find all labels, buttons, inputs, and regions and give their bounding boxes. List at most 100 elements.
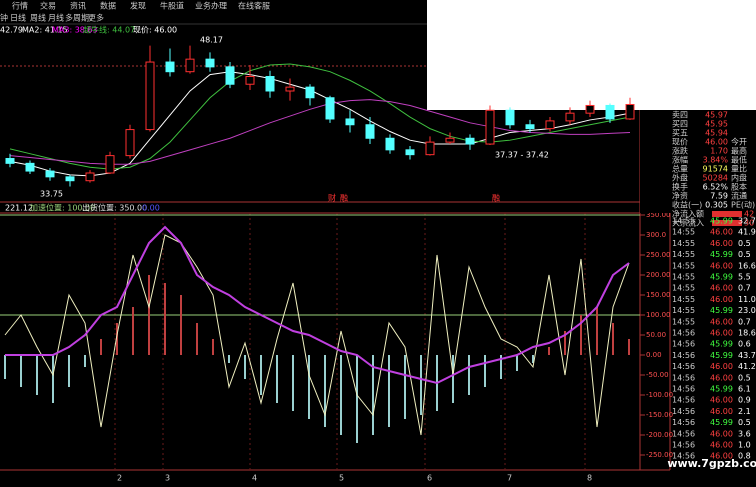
flow-label: 净流入额 — [672, 209, 704, 219]
trade-volume: 41.2 — [738, 362, 756, 371]
trade-time: 14:56 — [672, 441, 695, 450]
quote-value: 45.97 — [705, 111, 728, 120]
menu-item[interactable]: 交易 — [40, 1, 56, 11]
period-tab[interactable]: 日线 — [10, 13, 26, 23]
candle-body — [545, 120, 555, 130]
quote-label: 流通 — [731, 191, 747, 201]
period-label: 5 — [339, 474, 344, 483]
trade-time: 14:56 — [672, 452, 695, 461]
histogram-bar — [180, 295, 182, 355]
period-tab[interactable]: 更多 — [88, 13, 104, 23]
candle-body — [585, 104, 595, 114]
menu-item[interactable]: 行情 — [12, 1, 28, 11]
annotation: 财 — [328, 193, 336, 203]
quote-label: 换手 — [672, 182, 688, 192]
trade-volume: 0.8 — [738, 452, 751, 461]
quote-label: 内盘 — [731, 173, 747, 183]
candle-body — [525, 124, 535, 130]
period-label: 7 — [507, 474, 512, 483]
trade-volume: 0.5 — [738, 418, 751, 427]
y-tick-label: -150.00 — [646, 411, 673, 419]
histogram-bar — [372, 355, 374, 435]
candle-body — [105, 155, 115, 174]
period-label: 4 — [252, 474, 257, 483]
menu-item[interactable]: 资讯 — [70, 1, 86, 11]
quote-label: 外盘 — [672, 173, 688, 183]
watermark: www.7gpzb.com — [667, 457, 756, 470]
trade-price: 46.00 — [710, 317, 733, 326]
trade-volume: 32.7 — [738, 217, 756, 226]
quote-label: 卖四 — [672, 111, 688, 120]
menu-item[interactable]: 在线客服 — [238, 1, 270, 11]
quote-value: 0.305 — [705, 201, 728, 210]
period-tab[interactable]: 月线 — [48, 13, 64, 23]
quote-value: 45.94 — [705, 129, 728, 138]
histogram-bar — [500, 355, 502, 379]
candle-body — [5, 158, 15, 164]
period-tab[interactable]: 钟 — [0, 13, 8, 23]
histogram-bar — [292, 355, 294, 411]
menu-item[interactable]: 牛股道 — [160, 1, 184, 11]
quote-label: 今开 — [731, 137, 747, 147]
quote-label: PE(动) — [731, 200, 755, 210]
trade-volume: 6.1 — [738, 385, 751, 394]
trade-price: 45.99 — [710, 385, 733, 394]
trade-volume: 5.5 — [738, 273, 751, 282]
trade-volume: 0.6 — [738, 340, 751, 349]
quote-value: 45.95 — [705, 120, 728, 129]
histogram-bar — [612, 323, 614, 355]
candle-body — [305, 86, 315, 99]
candle-body — [225, 66, 235, 85]
candle-body — [325, 97, 335, 120]
period-label: 2 — [117, 474, 122, 483]
quote-label: 买五 — [672, 129, 688, 138]
trade-volume: 11.0 — [738, 295, 756, 304]
histogram-bar — [132, 307, 134, 355]
y-tick-label: 250.00 — [646, 251, 671, 259]
trade-volume: 41.9 — [738, 228, 756, 237]
candle-body — [385, 137, 395, 151]
y-tick-label: 200.00 — [646, 271, 671, 279]
histogram-bar — [404, 355, 406, 419]
histogram-bar — [100, 339, 102, 355]
menu-item[interactable]: 业务办理 — [195, 1, 227, 11]
annotation: 48.17 — [200, 36, 223, 45]
legend-text: MA2: 41.15 — [22, 26, 68, 35]
trade-volume: 0.5 — [738, 250, 751, 259]
period-tab[interactable]: 多周期 — [65, 13, 89, 23]
y-tick-label: 0.00 — [646, 351, 662, 359]
flow-bar — [712, 220, 742, 226]
period-tab[interactable]: 周线 — [30, 13, 46, 23]
candle-body — [65, 176, 75, 182]
annotation: 融 — [340, 193, 348, 203]
y-tick-label: 300.0 — [646, 231, 666, 239]
histogram-bar — [148, 275, 150, 355]
trade-price: 45.99 — [710, 351, 733, 360]
menu-item[interactable]: 发现 — [130, 1, 146, 11]
trade-volume: 16.6 — [738, 261, 756, 270]
candle-body — [125, 129, 135, 157]
histogram-bar — [452, 355, 454, 403]
trade-volume: 18.6 — [738, 329, 756, 338]
legend-text: 出货位置: 350.00 — [82, 203, 147, 213]
candle-body — [405, 149, 415, 156]
quote-label: 总量 — [672, 164, 688, 174]
trade-price: 46.00 — [710, 373, 733, 382]
histogram-bar — [260, 355, 262, 395]
histogram-bar — [4, 355, 6, 379]
histogram-bar — [84, 355, 86, 367]
period-label: 3 — [165, 474, 170, 483]
trade-price: 46.00 — [710, 452, 733, 461]
trade-time: 14:55 — [672, 295, 695, 304]
quote-label: 涨幅 — [672, 155, 688, 165]
trade-time: 14:56 — [672, 351, 695, 360]
menu-item[interactable]: 数据 — [100, 1, 116, 11]
trade-time: 14:55 — [672, 306, 695, 315]
trade-volume: 0.5 — [738, 373, 751, 382]
quote-value: 46.00 — [705, 138, 728, 147]
annotation: 融 — [492, 193, 500, 203]
trade-volume: 0.7 — [738, 284, 751, 293]
candle-body — [205, 58, 215, 68]
candle-body — [145, 61, 155, 131]
